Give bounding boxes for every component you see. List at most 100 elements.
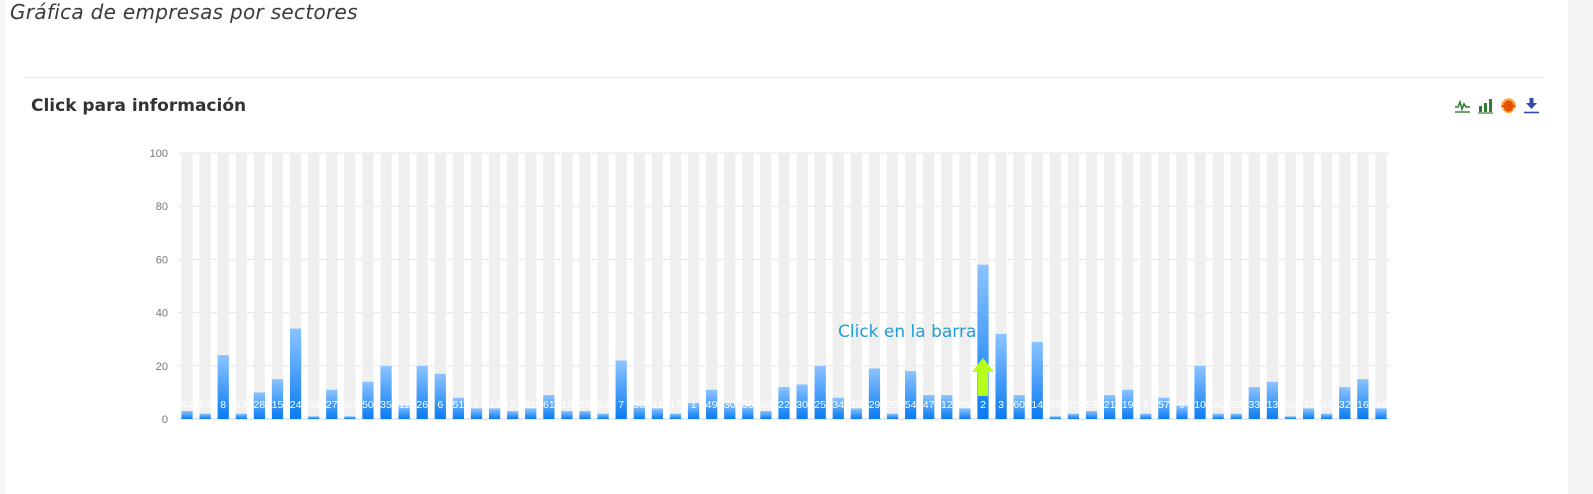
bar[interactable] (1176, 405, 1188, 419)
bar[interactable] (434, 373, 446, 419)
bar[interactable] (326, 389, 338, 419)
bar[interactable] (1321, 413, 1333, 419)
bar[interactable] (1049, 416, 1061, 419)
bar[interactable] (651, 408, 663, 419)
bar-label: 24 (290, 399, 302, 411)
bar[interactable] (959, 408, 971, 419)
background-bar (199, 153, 211, 419)
bar[interactable] (1230, 413, 1242, 419)
bar[interactable] (796, 384, 808, 419)
bar-label: 37 (1303, 399, 1315, 411)
bar[interactable] (579, 411, 591, 419)
bar-label: 26 (416, 399, 428, 411)
background-bar (543, 153, 555, 419)
bar-label: 50 (362, 399, 374, 411)
bar[interactable] (1122, 389, 1134, 419)
bar[interactable] (1031, 341, 1043, 419)
bar[interactable] (832, 397, 844, 419)
bar-chart-icon[interactable] (1477, 97, 1494, 114)
bar-label: 43 (489, 399, 501, 411)
bar[interactable] (1339, 387, 1351, 419)
bar[interactable] (525, 408, 537, 419)
bar[interactable] (687, 403, 700, 419)
bar[interactable] (886, 413, 899, 419)
bar[interactable] (1104, 395, 1116, 419)
bar[interactable] (217, 355, 229, 419)
bar[interactable] (1248, 387, 1260, 419)
bar[interactable] (1194, 365, 1206, 419)
bar[interactable] (181, 411, 193, 419)
bar[interactable] (507, 411, 519, 419)
bar[interactable] (1357, 379, 1369, 419)
background-bar (1212, 153, 1224, 419)
background-bar (1302, 153, 1315, 419)
y-tick-label: 100 (150, 148, 168, 160)
bar[interactable] (669, 413, 682, 419)
bar-label: 53 (1086, 399, 1098, 411)
bar-label: 17 (670, 399, 682, 411)
bar[interactable] (271, 379, 284, 419)
background-bar (1176, 153, 1188, 419)
bar[interactable] (905, 371, 917, 419)
bar[interactable] (362, 381, 374, 419)
bar-label: 20 (1068, 399, 1080, 411)
bar[interactable] (1013, 395, 1025, 419)
bar-label: 9 (1143, 399, 1149, 411)
bar[interactable] (850, 408, 862, 419)
bar[interactable] (199, 413, 211, 419)
bar[interactable] (561, 411, 573, 419)
bar[interactable] (742, 405, 754, 419)
bar[interactable] (308, 416, 320, 419)
background-bar (778, 153, 790, 419)
bar[interactable] (1067, 413, 1080, 419)
bar[interactable] (1085, 411, 1098, 419)
bar[interactable] (706, 389, 718, 419)
restore-icon[interactable] (1500, 97, 1517, 114)
bar[interactable] (1284, 416, 1297, 419)
background-bar (1085, 153, 1098, 419)
bar[interactable] (977, 264, 989, 419)
bar-label: 46 (1375, 399, 1387, 411)
bar[interactable] (398, 405, 410, 419)
bar[interactable] (344, 416, 356, 419)
bar[interactable] (452, 397, 464, 419)
bar[interactable] (941, 395, 953, 419)
bar[interactable] (814, 365, 826, 419)
bar-label: 6 (437, 399, 443, 411)
bar[interactable] (923, 395, 935, 419)
background-bar (398, 153, 410, 419)
line-chart-icon[interactable] (1454, 97, 1471, 114)
bar-label: 44 (181, 399, 193, 411)
bar[interactable] (1302, 408, 1315, 419)
bar-label: 30 (724, 399, 736, 411)
bar[interactable] (868, 368, 881, 419)
bar[interactable] (1375, 408, 1387, 419)
bar[interactable] (543, 395, 555, 419)
bar[interactable] (1158, 397, 1170, 419)
bar[interactable] (1140, 413, 1152, 419)
bar[interactable] (289, 328, 302, 419)
bar[interactable] (633, 405, 645, 419)
bar[interactable] (778, 387, 790, 419)
background-bar (1067, 153, 1080, 419)
download-icon[interactable] (1523, 97, 1540, 114)
background-bar (886, 153, 899, 419)
bar[interactable] (380, 365, 392, 419)
bar[interactable] (760, 411, 772, 419)
bar[interactable] (488, 408, 501, 419)
bar[interactable] (470, 408, 483, 419)
bar[interactable] (995, 333, 1007, 419)
bar[interactable] (597, 413, 609, 419)
background-bar (742, 153, 754, 419)
bar[interactable] (1266, 381, 1279, 419)
bar-label: 59 (1285, 399, 1297, 411)
bar[interactable] (724, 403, 736, 419)
bar-label: 52 (597, 399, 609, 411)
bar-label: 9 (1179, 399, 1185, 411)
bar[interactable] (615, 360, 627, 419)
bar-label: 42 (1321, 399, 1333, 411)
bar[interactable] (235, 413, 247, 419)
bar[interactable] (1212, 413, 1224, 419)
bar[interactable] (253, 392, 266, 419)
bar[interactable] (416, 365, 428, 419)
